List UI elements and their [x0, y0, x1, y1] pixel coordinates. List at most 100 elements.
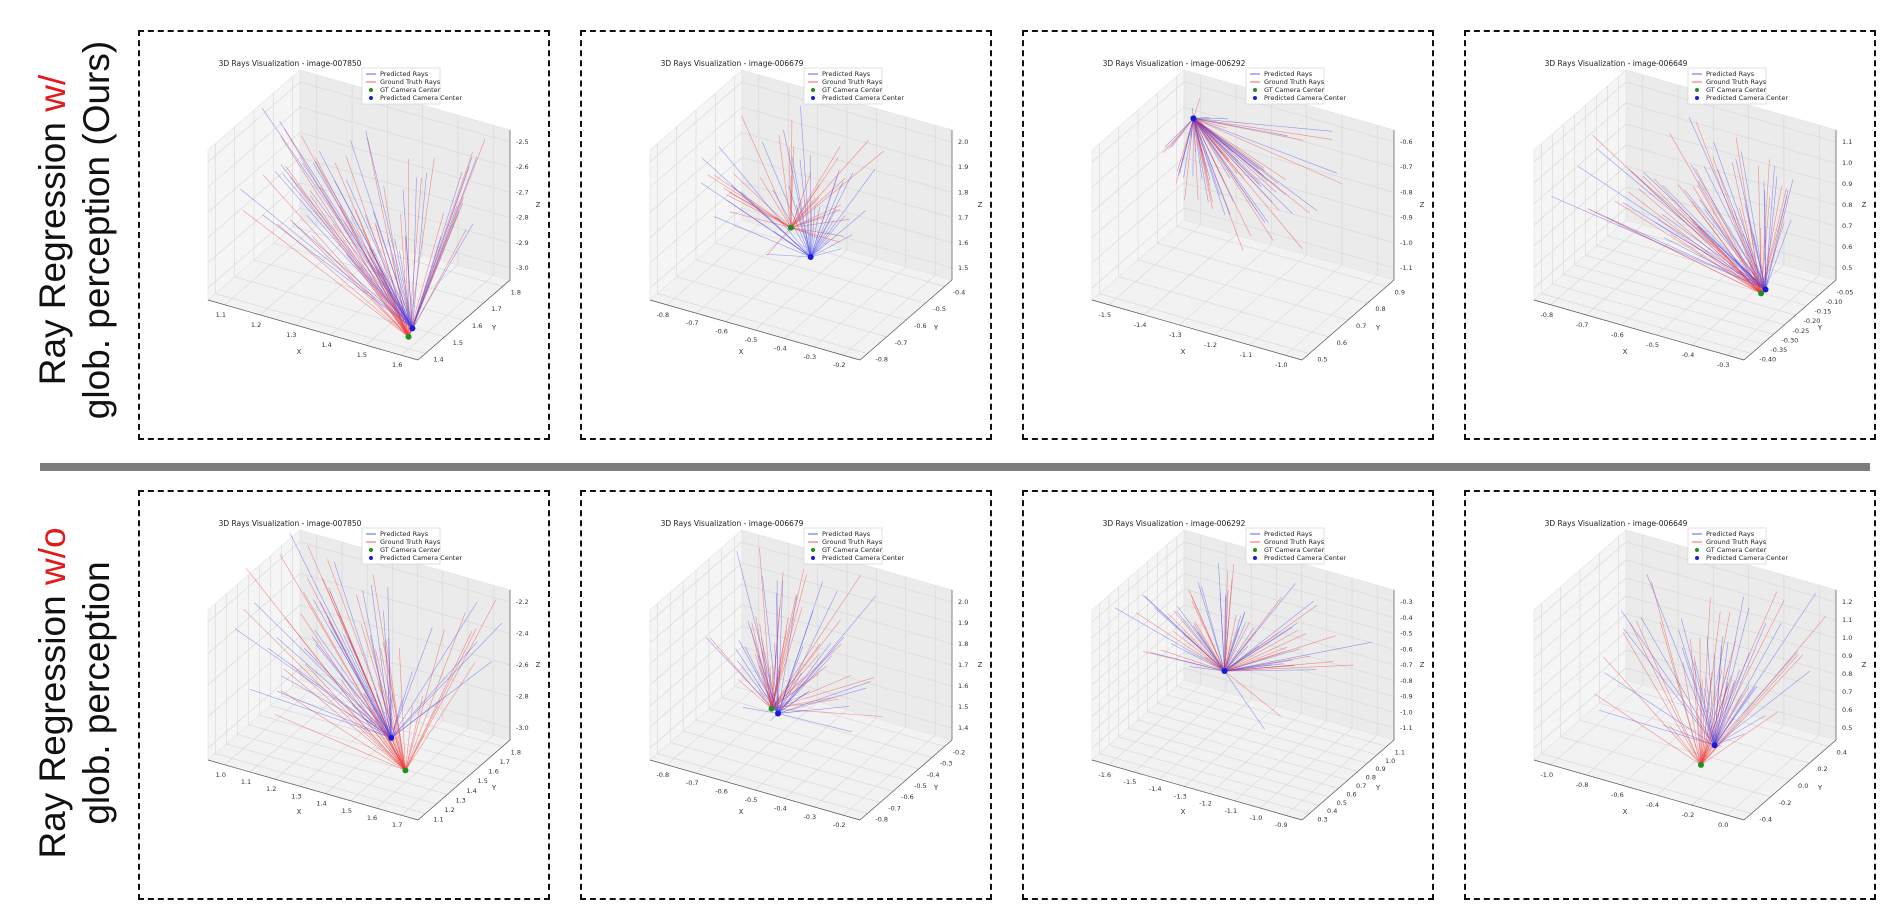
predicted-camera-center	[1762, 286, 1769, 293]
z-tick-label: 0.9	[1842, 180, 1852, 188]
predicted-camera-center	[388, 734, 395, 741]
ground-truth-ray	[790, 140, 869, 228]
legend-predicted-center-swatch	[369, 556, 373, 560]
x-axis-line	[1533, 299, 1745, 361]
y-tick-label: 0.6	[1337, 339, 1347, 347]
gt-camera-center	[402, 767, 409, 774]
z-axis-label: Z	[978, 661, 983, 669]
y-tick-label: 1.2	[444, 806, 454, 814]
x-tick-label: -0.3	[803, 353, 816, 361]
predicted-ray	[1114, 607, 1225, 672]
ground-truth-ray	[1224, 635, 1336, 672]
gridline-z	[207, 81, 511, 163]
x-tick-label: 1.7	[392, 821, 402, 829]
gridline-z	[1091, 604, 1395, 686]
ground-truth-ray	[769, 666, 772, 709]
ground-truth-ray	[280, 690, 406, 771]
gridline-x	[1550, 534, 1644, 766]
gridline-y	[248, 574, 459, 786]
z-tick-label: -3.0	[516, 724, 529, 732]
gridline-z	[649, 207, 953, 289]
gridline-x	[401, 585, 494, 816]
gridline-x	[1159, 549, 1252, 780]
gridline-z	[207, 132, 511, 213]
gridline-x	[1585, 84, 1679, 316]
y-tick-label: 0.3	[1317, 816, 1327, 824]
z-tick-label: 0.8	[1842, 670, 1852, 678]
predicted-ray	[788, 185, 811, 258]
predicted-ray	[1703, 166, 1766, 290]
legend-gt-center: GT Camera Center	[822, 546, 883, 554]
ground-truth-ray	[759, 548, 772, 709]
y-tick-label: -0.20	[1804, 317, 1821, 325]
predicted-ray	[810, 210, 866, 258]
gridline-y	[1563, 124, 1774, 335]
gridline-y	[1166, 544, 1378, 756]
x-tick-label: -1.1	[1224, 807, 1237, 815]
legend-gt-center-swatch	[811, 88, 815, 92]
predicted-ray	[777, 713, 852, 733]
predicted-ray	[1224, 659, 1292, 672]
legend-ground-truth-rays: Ground Truth Rays	[1264, 538, 1325, 546]
gridline-z	[1533, 81, 1837, 163]
ground-truth-ray	[1695, 121, 1762, 294]
gridline-y	[1157, 553, 1368, 764]
ground-truth-ray	[1657, 218, 1762, 294]
z-axis-label: Z	[536, 201, 541, 209]
legend-gt-center-swatch	[369, 548, 373, 552]
z-tick-label: 1.8	[958, 188, 968, 196]
ground-truth-ray	[766, 227, 792, 256]
legend-predicted-center-swatch	[811, 556, 815, 560]
y-tick-label: -0.3	[940, 760, 953, 768]
ground-truth-ray	[274, 714, 406, 771]
y-axis-line	[1301, 279, 1395, 361]
predicted-ray	[1224, 623, 1246, 672]
x-axis-line	[649, 299, 861, 361]
z-tick-label: 1.1	[1842, 616, 1852, 624]
predicted-ray	[1193, 118, 1269, 223]
ground-truth-ray	[405, 628, 445, 771]
rays-plot: -1.0 -0.8 -0.6 -0.4 -0.2 0.0 -0.4 -0.2 0.0 0.2 0.4…	[1533, 519, 1867, 829]
y-tick-label: 0.2	[1817, 765, 1827, 773]
ground-truth-ray	[790, 204, 842, 228]
x-tick-label: 1.0	[216, 771, 226, 779]
ground-truth-ray	[279, 554, 406, 771]
ground-truth-ray	[368, 708, 406, 771]
predicted-camera-center	[409, 325, 416, 332]
ground-truth-ray	[1204, 657, 1225, 672]
ground-truth-ray	[405, 662, 476, 771]
ground-truth-ray	[1670, 233, 1762, 294]
legend-gt-center: GT Camera Center	[1264, 86, 1325, 94]
predicted-ray	[1662, 214, 1766, 290]
ground-truth-ray	[285, 165, 409, 337]
gridline-x	[1108, 534, 1202, 766]
y-axis-line	[417, 739, 511, 821]
predicted-ray	[315, 161, 413, 329]
ground-truth-ray	[1669, 725, 1702, 766]
gridline-z	[207, 573, 511, 654]
ground-truth-ray	[1622, 632, 1702, 766]
ground-truth-ray	[1695, 168, 1762, 294]
predicted-ray	[1193, 118, 1273, 203]
x-tick-label: -1.2	[1199, 800, 1212, 808]
gridline-y	[1560, 586, 1771, 798]
predicted-ray	[1577, 166, 1766, 290]
predicted-ray	[311, 636, 392, 739]
predicted-ray	[718, 146, 811, 258]
ground-truth-ray	[1224, 646, 1288, 672]
ground-truth-ray	[1136, 612, 1225, 672]
predicted-ray	[309, 190, 413, 329]
y-axis-label: Y	[491, 784, 497, 792]
predicted-ray	[1176, 611, 1225, 672]
predicted-camera-center	[775, 710, 782, 717]
predicted-ray	[810, 220, 835, 258]
x-tick-label: -1.0	[1275, 361, 1288, 369]
gridline-y	[1176, 536, 1387, 747]
x-tick-label: -0.6	[1611, 791, 1624, 799]
legend-predicted-center: Predicted Camera Center	[1706, 554, 1788, 562]
gridline-z	[649, 583, 953, 665]
ground-truth-ray	[771, 575, 861, 709]
ground-truth-ray	[276, 223, 409, 338]
